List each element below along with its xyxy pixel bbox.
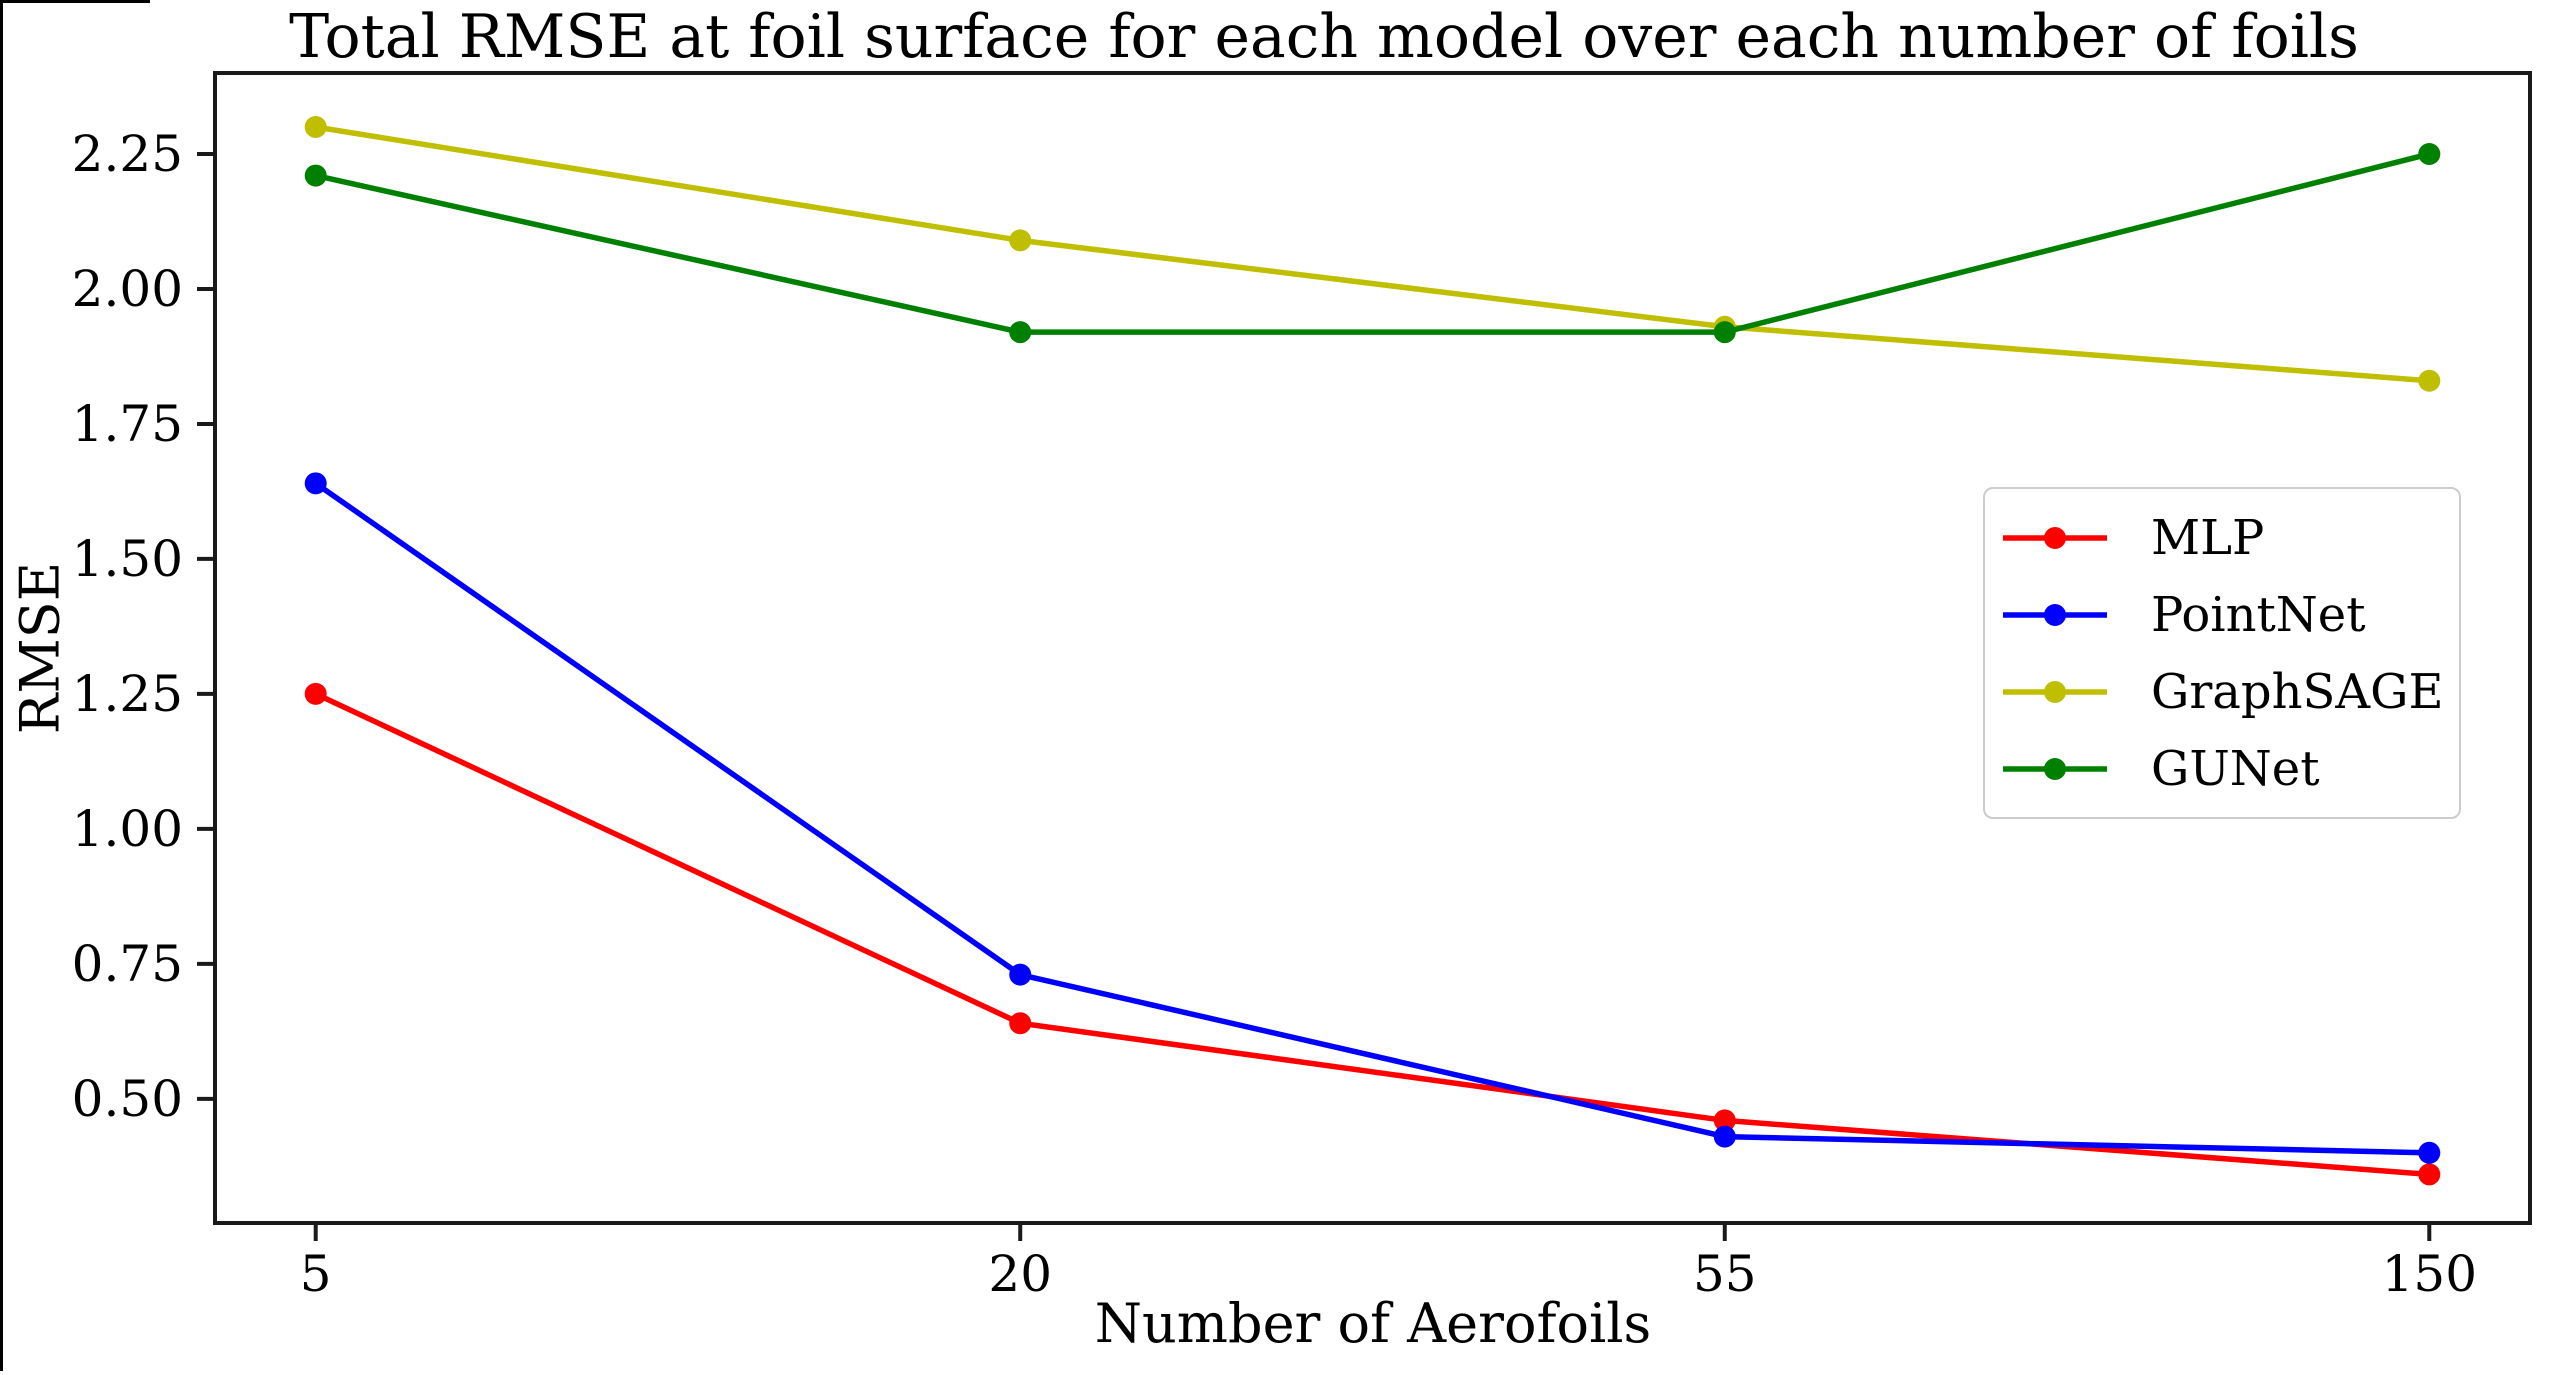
y-tick-label: 1.50: [72, 530, 183, 588]
data-point-gunet: [2418, 142, 2441, 165]
y-tick-label: 2.25: [72, 125, 183, 183]
data-point-mlp: [304, 682, 327, 705]
y-axis-label: RMSE: [8, 561, 72, 735]
data-point-mlp: [1009, 1012, 1032, 1035]
legend: MLP PointNet GraphSAGE GUNet: [1983, 487, 2461, 819]
legend-label: GUNet: [2151, 740, 2320, 797]
x-axis-label: Number of Aerofoils: [1094, 1292, 1652, 1355]
screenshot-left-border: [0, 0, 3, 1371]
series-line-gunet: [315, 151, 2430, 335]
legend-item-pointnet: PointNet: [1985, 587, 2459, 643]
data-point-pointnet: [2418, 1141, 2441, 1164]
data-point-graphsage: [304, 115, 327, 138]
y-tick-label: 1.75: [72, 395, 183, 453]
data-point-gunet: [1009, 321, 1032, 344]
data-point-pointnet: [304, 472, 327, 495]
legend-line-marker-icon: [2003, 526, 2107, 549]
x-tick-label: 20: [988, 1245, 1052, 1303]
y-tick-label: 0.50: [72, 1070, 183, 1128]
series-line-pointnet: [314, 481, 2430, 1156]
y-tick-label: 1.25: [72, 665, 183, 723]
legend-item-gunet: GUNet: [1985, 741, 2459, 797]
data-point-pointnet: [1009, 963, 1032, 986]
legend-dot: [2044, 526, 2066, 549]
x-tick-label: 5: [300, 1245, 332, 1303]
plot-border: [213, 71, 2532, 1225]
legend-label: PointNet: [2151, 586, 2366, 643]
legend-item-mlp: MLP: [1985, 510, 2459, 566]
legend-label: MLP: [2151, 509, 2265, 566]
data-point-mlp: [2418, 1163, 2441, 1186]
data-point-gunet: [1713, 321, 1736, 344]
legend-line-marker-icon: [2003, 680, 2107, 703]
data-point-graphsage: [2418, 369, 2441, 392]
legend-line-marker-icon: [2003, 603, 2107, 626]
legend-dot: [2044, 757, 2066, 780]
legend-line-marker-icon: [2003, 757, 2107, 780]
y-tick-label: 0.75: [72, 935, 183, 993]
data-point-gunet: [304, 164, 327, 187]
chart-title: Total RMSE at foil surface for each mode…: [289, 2, 2359, 72]
legend-label: GraphSAGE: [2151, 663, 2444, 720]
legend-item-graphsage: GraphSAGE: [1985, 664, 2459, 720]
data-point-pointnet: [1713, 1125, 1736, 1148]
legend-dot: [2044, 680, 2066, 703]
y-tick-label: 1.00: [72, 800, 183, 858]
x-tick-label: 150: [2382, 1245, 2477, 1303]
data-point-graphsage: [1009, 229, 1032, 252]
screenshot-top-border: [0, 0, 150, 3]
legend-dot: [2044, 603, 2066, 626]
data-point-mlp: [1713, 1109, 1736, 1132]
series-line-graphsage: [315, 124, 2430, 384]
x-tick-label: 55: [1693, 1245, 1757, 1303]
y-tick-label: 2.00: [72, 260, 183, 318]
